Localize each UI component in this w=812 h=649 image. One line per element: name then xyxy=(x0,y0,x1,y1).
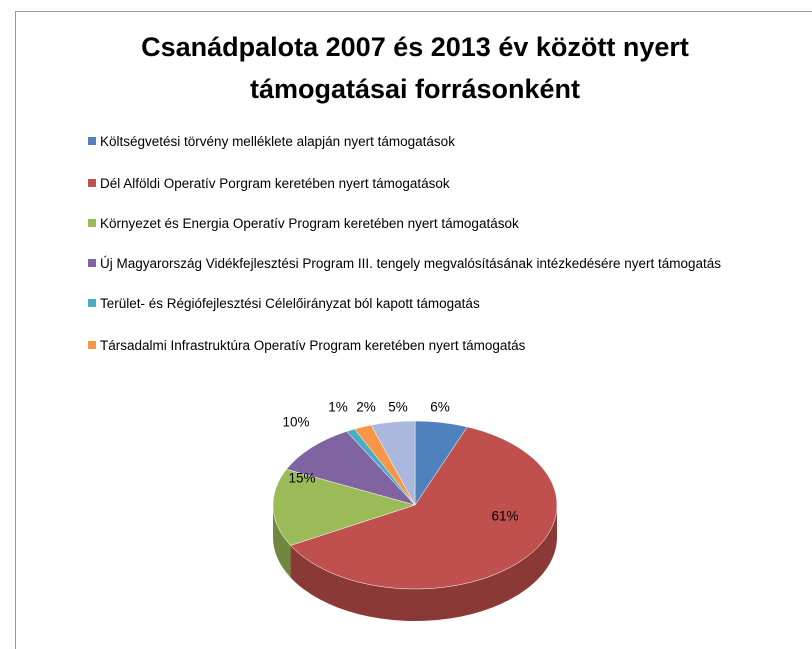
chart-frame xyxy=(15,11,812,649)
legend-swatch xyxy=(88,219,96,227)
data-label: 6% xyxy=(430,400,450,415)
slice-side xyxy=(273,505,291,578)
legend-label: Terület- és Régiófejlesztési Célelőirány… xyxy=(100,296,480,311)
legend-swatch xyxy=(88,259,96,267)
slice xyxy=(286,431,416,506)
legend-label: Társadalmi Infrastruktúra Operatív Progr… xyxy=(100,338,526,353)
legend-swatch xyxy=(88,341,96,349)
slice-side xyxy=(290,505,557,621)
slice-side-shade xyxy=(273,505,291,578)
legend-label: Költségvetési törvény melléklete alapján… xyxy=(100,134,455,149)
data-label: 2% xyxy=(356,400,376,415)
slice xyxy=(272,468,416,546)
legend-label: Környezet és Energia Operatív Program ke… xyxy=(100,216,519,231)
data-label: 10% xyxy=(282,415,309,430)
legend-swatch xyxy=(88,179,96,187)
data-label: 61% xyxy=(491,509,518,524)
slice-side-shade xyxy=(290,505,557,621)
legend-label: Új Magyarország Vidékfejlesztési Program… xyxy=(100,256,722,271)
data-label: 1% xyxy=(328,400,348,415)
legend-swatch xyxy=(88,299,96,307)
data-label: 5% xyxy=(388,400,408,415)
slice xyxy=(290,426,558,590)
legend-label: Dél Alföldi Operatív Porgram keretében n… xyxy=(100,176,450,191)
data-label: 15% xyxy=(288,471,315,486)
legend-swatch xyxy=(88,137,96,145)
slice xyxy=(370,420,416,506)
chart-title: Csanádpalota 2007 és 2013 év között nyer… xyxy=(141,32,689,104)
